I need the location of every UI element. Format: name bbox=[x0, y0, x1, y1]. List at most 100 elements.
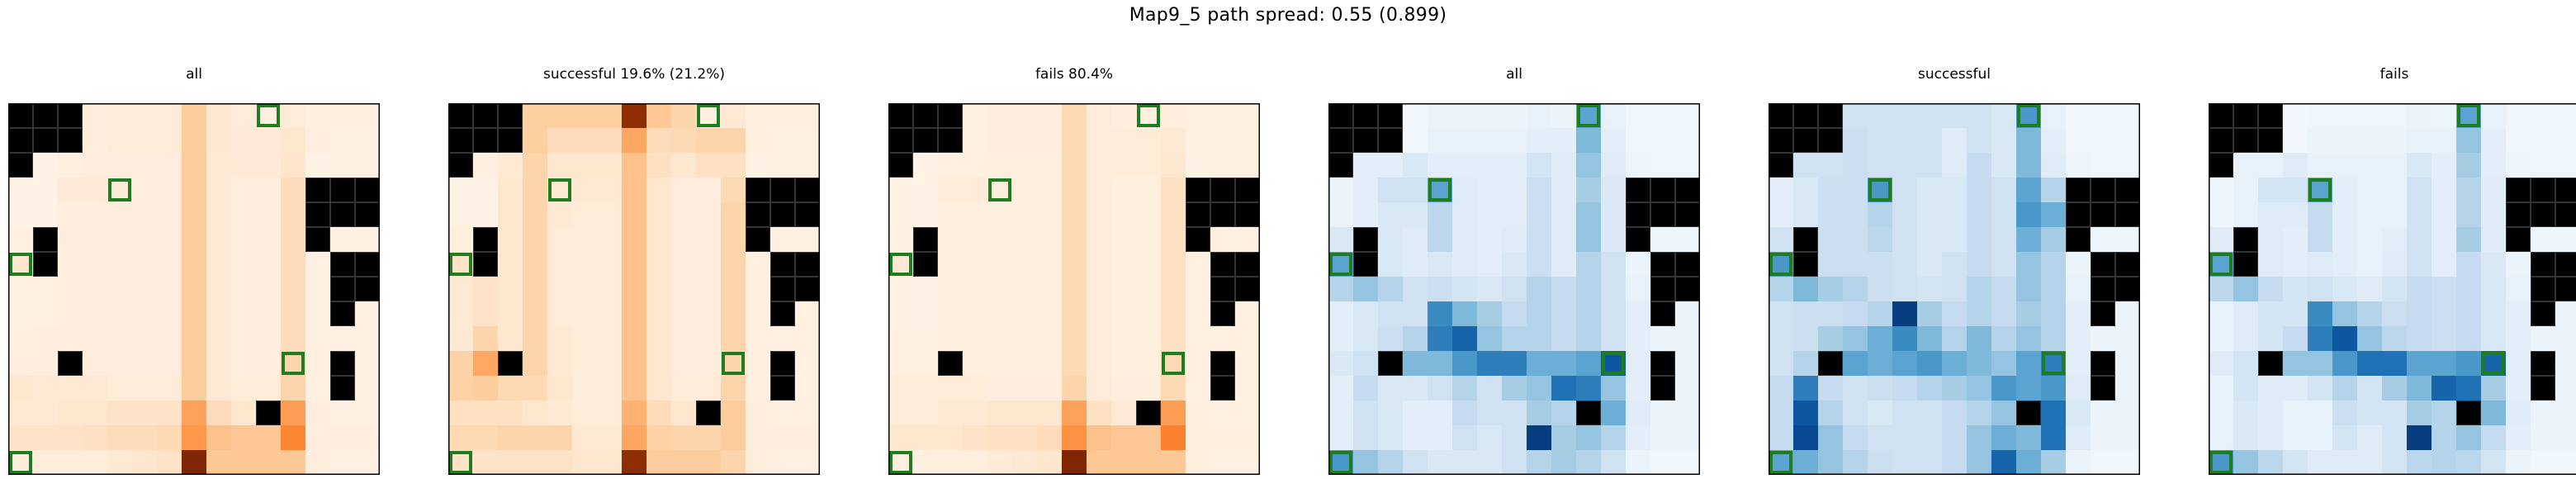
obstacle-cell-border bbox=[1650, 178, 1675, 202]
heatmap-cell bbox=[795, 128, 820, 154]
heatmap-cell bbox=[2407, 401, 2432, 426]
heatmap-cell bbox=[1502, 301, 1527, 327]
heatmap-cell bbox=[2332, 425, 2358, 451]
heatmap-cell bbox=[1235, 401, 1260, 426]
heatmap-cell bbox=[1576, 326, 1602, 352]
obstacle-cell bbox=[2258, 128, 2284, 154]
obstacle-cell-border bbox=[256, 401, 281, 425]
heatmap-cell bbox=[987, 128, 1013, 154]
heatmap-cell bbox=[2016, 178, 2042, 203]
heatmap-cell bbox=[1892, 376, 1918, 401]
heatmap-cell bbox=[498, 301, 523, 327]
heatmap-cell bbox=[1917, 103, 1943, 129]
heatmap-cell bbox=[2091, 128, 2116, 154]
heatmap-cell bbox=[2382, 252, 2408, 277]
axes-frame bbox=[2209, 103, 2576, 475]
obstacle-cell-border bbox=[2456, 401, 2481, 425]
heatmap-cell bbox=[2407, 103, 2432, 129]
heatmap-cell bbox=[1843, 326, 1868, 352]
heatmap-cell bbox=[2506, 252, 2531, 277]
obstacle-cell bbox=[2531, 252, 2556, 277]
heatmap-cell bbox=[107, 401, 133, 426]
obstacle-cell bbox=[8, 103, 34, 129]
obstacle-cell bbox=[2233, 227, 2259, 253]
heatmap-cell bbox=[888, 227, 914, 253]
obstacle-cell bbox=[1210, 178, 1236, 203]
heatmap-cell bbox=[2258, 450, 2284, 475]
goal-marker bbox=[697, 104, 720, 127]
heatmap-cell bbox=[2283, 178, 2308, 203]
heatmap-cell bbox=[597, 128, 623, 154]
heatmap-cell bbox=[1328, 326, 1354, 352]
heatmap-cell bbox=[572, 326, 598, 352]
heatmap-cell bbox=[746, 128, 771, 154]
obstacle-cell bbox=[305, 178, 331, 203]
heatmap-cell bbox=[182, 202, 207, 228]
heatmap-cell bbox=[1917, 252, 1943, 277]
heatmap-cell bbox=[2308, 301, 2333, 327]
heatmap-cell bbox=[33, 351, 59, 377]
heatmap-cell bbox=[547, 326, 573, 352]
heatmap-cell bbox=[721, 301, 746, 327]
heatmap-cell bbox=[1551, 227, 1577, 253]
heatmap-cell bbox=[1868, 103, 1893, 129]
heatmap-cell bbox=[1477, 351, 1503, 377]
heatmap-cell bbox=[2091, 401, 2116, 426]
heatmap-cell bbox=[1551, 351, 1577, 377]
obstacle-cell bbox=[746, 178, 771, 203]
heatmap-cell bbox=[107, 128, 133, 154]
heatmap-cell bbox=[2016, 301, 2042, 327]
heatmap-cell bbox=[1626, 128, 1651, 154]
heatmap-cell bbox=[1967, 351, 1992, 377]
heatmap-cell bbox=[1087, 178, 1112, 203]
heatmap-cell bbox=[2066, 153, 2091, 178]
obstacle-cell bbox=[473, 128, 499, 154]
obstacle-cell-border bbox=[2531, 202, 2555, 227]
heatmap-cell bbox=[1967, 178, 1992, 203]
heatmap-cell bbox=[1942, 153, 1968, 178]
heatmap-cell bbox=[1502, 450, 1527, 475]
heatmap-cell bbox=[913, 425, 939, 451]
heatmap-cell bbox=[1403, 227, 1428, 253]
heatmap-cell bbox=[1136, 277, 1162, 302]
heatmap-cell bbox=[2531, 450, 2556, 475]
heatmap-cell bbox=[795, 227, 820, 253]
heatmap-cell bbox=[1868, 227, 1893, 253]
heatmap-cell bbox=[58, 301, 83, 327]
heatmap-cell bbox=[1942, 103, 1968, 129]
heatmap-cell bbox=[1551, 153, 1577, 178]
heatmap-cell bbox=[1477, 425, 1503, 451]
heatmap-cell bbox=[2066, 128, 2091, 154]
heatmap-cell bbox=[1675, 103, 1700, 129]
heatmap-cell bbox=[2209, 301, 2234, 327]
heatmap-cell bbox=[1477, 103, 1503, 129]
heatmap-cell bbox=[1626, 376, 1651, 401]
obstacle-cell-border bbox=[1353, 252, 1378, 277]
heatmap-cell bbox=[1210, 401, 1236, 426]
heatmap-cell bbox=[1650, 450, 1676, 475]
heatmap-cell bbox=[33, 301, 59, 327]
heatmap-cell bbox=[2407, 128, 2432, 154]
heatmap-cell bbox=[721, 128, 746, 154]
heatmap-cell bbox=[2456, 252, 2482, 277]
heatmap-cell bbox=[597, 227, 623, 253]
heatmap-cell bbox=[2115, 301, 2140, 327]
heatmap-cell bbox=[1793, 425, 1819, 451]
obstacle-cell bbox=[2115, 178, 2140, 203]
obstacle-cell-border bbox=[305, 202, 330, 227]
heatmap-cell bbox=[256, 277, 282, 302]
heatmap-cell bbox=[1087, 153, 1112, 178]
heatmap-cell bbox=[1087, 277, 1112, 302]
heatmap-cell bbox=[1551, 425, 1577, 451]
heatmap-cell bbox=[157, 401, 182, 426]
heatmap-cell bbox=[1991, 351, 2017, 377]
heatmap-cell bbox=[1601, 202, 1627, 228]
heatmap-cell bbox=[1917, 450, 1943, 475]
heatmap-cell bbox=[1967, 401, 1992, 426]
heatmap-cell bbox=[2432, 301, 2457, 327]
obstacle-cell-border bbox=[1210, 277, 1235, 301]
heatmap-cell bbox=[473, 351, 499, 377]
heatmap-cell bbox=[1353, 202, 1379, 228]
heatmap-cell bbox=[1868, 425, 1893, 451]
heatmap-cell bbox=[2407, 227, 2432, 253]
